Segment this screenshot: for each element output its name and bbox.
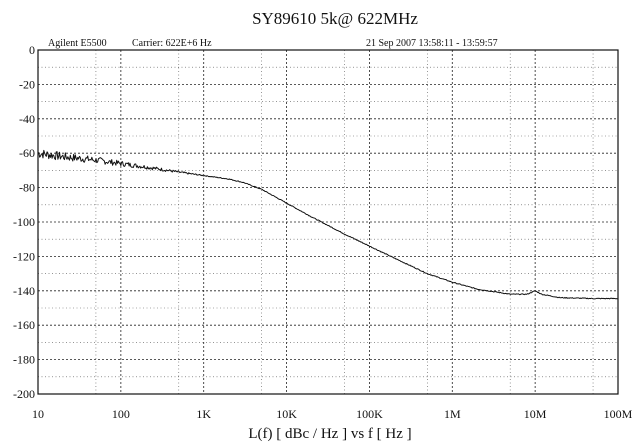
phase-noise-trace bbox=[37, 149, 619, 300]
y-tick-label: -100 bbox=[13, 215, 35, 229]
y-tick-label: -140 bbox=[13, 284, 35, 298]
chart-title: SY89610 5k@ 622MHz bbox=[252, 9, 418, 28]
plot-frame bbox=[37, 49, 619, 395]
y-tick-label: -200 bbox=[13, 387, 35, 401]
y-tick-label: -180 bbox=[13, 353, 35, 367]
x-axis: 10 100 1K 10K 100K 1M 10M 100M bbox=[32, 407, 633, 421]
x-tick-label: 100M bbox=[604, 407, 633, 421]
x-tick-label: 1K bbox=[196, 407, 211, 421]
y-tick-label: -60 bbox=[19, 146, 35, 160]
x-tick-label: 10M bbox=[524, 407, 547, 421]
y-tick-label: 0 bbox=[29, 43, 35, 57]
y-axis: 0 -20 -40 -60 -80 -100 -120 -140 -160 -180 -200 bbox=[13, 43, 35, 401]
x-tick-label: 100 bbox=[112, 407, 130, 421]
y-tick-label: -120 bbox=[13, 249, 35, 263]
date-label: 21 Sep 2007 13:58:11 - 13:59:57 bbox=[366, 38, 498, 49]
y-tick-label: -160 bbox=[13, 318, 35, 332]
x-axis-label: L(f) [ dBc / Hz ] vs f [ Hz ] bbox=[248, 426, 411, 442]
instrument-label: Agilent E5500 bbox=[48, 38, 107, 49]
y-tick-label: -80 bbox=[19, 181, 35, 195]
y-tick-label: -40 bbox=[19, 112, 35, 126]
x-tick-label: 10K bbox=[276, 407, 297, 421]
y-tick-label: -20 bbox=[19, 77, 35, 91]
carrier-label: Carrier: 622E+6 Hz bbox=[132, 38, 212, 49]
x-tick-label: 1M bbox=[444, 407, 461, 421]
x-tick-label: 10 bbox=[32, 407, 44, 421]
x-tick-label: 100K bbox=[356, 407, 383, 421]
grid bbox=[37, 49, 619, 395]
